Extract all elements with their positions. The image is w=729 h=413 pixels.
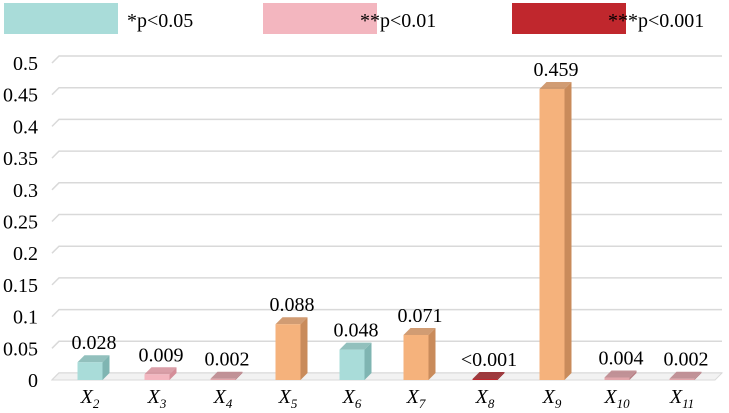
gridline (51, 150, 722, 159)
gridline (51, 118, 722, 127)
gridline (51, 55, 722, 64)
data-label: 0.009 (139, 344, 184, 366)
x-tick-label: X9 (542, 386, 562, 411)
gridline (51, 182, 722, 191)
bar (144, 367, 177, 380)
gridlines (50, 55, 724, 381)
data-label: <0.001 (461, 349, 517, 371)
bar (339, 342, 372, 380)
bar (403, 327, 436, 380)
data-label: 0.048 (334, 320, 379, 342)
x-tick-label: X8 (475, 386, 495, 411)
data-label: 0.004 (599, 347, 644, 369)
category-labels: X2 X3 X4 X5 X6 X7 X8 X9 X10 X11 (80, 386, 694, 411)
data-labels: 0.028 0.009 0.002 0.088 0.048 0.071 <0.001 0.45… (72, 59, 709, 371)
legend-swatch (4, 3, 118, 34)
legend: *p<0.05 **p<0.01 ***p<0.001 (4, 3, 704, 34)
bar (77, 355, 110, 380)
bars (77, 81, 702, 380)
bar (210, 371, 243, 380)
y-tick-label: 0.5 (13, 53, 38, 75)
gridline (51, 213, 722, 223)
legend-swatch (512, 3, 626, 34)
gridline (51, 308, 722, 318)
x-tick-label: X4 (213, 386, 233, 411)
y-tick-label: 0.1 (13, 307, 38, 329)
gridline (51, 86, 722, 96)
data-label: 0.071 (398, 305, 443, 327)
legend-label: **p<0.01 (360, 10, 436, 32)
legend-label: ***p<0.001 (608, 10, 704, 32)
data-label: 0.088 (270, 294, 315, 316)
bar (275, 317, 308, 380)
y-tick-label: 0.35 (3, 148, 38, 170)
y-tick-label: 0.05 (3, 338, 38, 360)
data-label: 0.002 (205, 349, 250, 371)
y-tick-label: 0.15 (3, 275, 38, 297)
x-tick-label: X6 (342, 386, 362, 411)
gridline (51, 277, 722, 286)
bar (669, 371, 702, 380)
y-tick-label: 0.4 (13, 116, 38, 138)
x-tick-label: X7 (406, 386, 426, 411)
y-axis-ticks: 0 0.05 0.1 0.15 0.2 0.25 0.3 0.35 0.4 0.45 0.5 (3, 53, 38, 392)
legend-label: *p<0.05 (127, 10, 193, 32)
bar (604, 370, 637, 380)
y-tick-label: 0.25 (3, 212, 38, 234)
legend-swatch (263, 3, 377, 34)
y-tick-label: 0.45 (3, 85, 38, 107)
x-tick-label: X3 (147, 386, 167, 411)
x-tick-label: X2 (80, 386, 100, 411)
y-tick-label: 0.3 (13, 180, 38, 202)
gridline (51, 340, 722, 349)
bar (472, 372, 505, 380)
y-tick-label: 0.2 (13, 243, 38, 265)
x-tick-label: X5 (278, 386, 298, 411)
data-label: 0.028 (72, 332, 117, 354)
data-label: 0.002 (664, 349, 709, 371)
bar (539, 81, 572, 380)
x-tick-label: X11 (669, 386, 694, 411)
x-tick-label: X10 (603, 386, 630, 411)
gridline (51, 245, 722, 254)
data-label: 0.459 (534, 59, 579, 81)
y-tick-label: 0 (28, 370, 38, 392)
